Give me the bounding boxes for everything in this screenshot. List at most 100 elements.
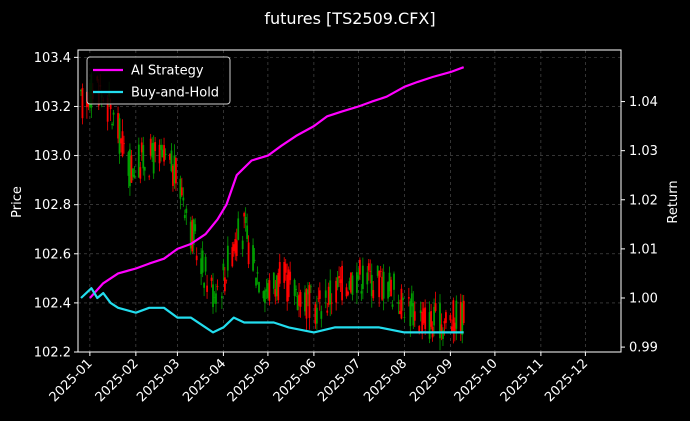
- y-tick-label-right: 1.04: [629, 95, 658, 110]
- candle-body: [445, 312, 447, 323]
- candle-body: [223, 277, 226, 292]
- candle-body: [172, 165, 174, 186]
- candle-body: [127, 152, 130, 176]
- candle-body: [413, 311, 416, 321]
- x-tick-label: 2025-03: [134, 356, 183, 405]
- candle-body: [449, 315, 452, 321]
- candle-body: [379, 271, 382, 272]
- candle-body: [327, 286, 330, 305]
- candle-body: [169, 153, 171, 160]
- grid: [78, 50, 621, 353]
- candle-body: [452, 300, 455, 333]
- candle-body: [317, 298, 320, 300]
- legend-label: AI Strategy: [131, 64, 204, 79]
- candle-body: [130, 155, 133, 183]
- candle-body: [296, 296, 299, 311]
- candle-body: [258, 282, 260, 293]
- candle-body: [295, 289, 297, 290]
- candle-body: [455, 300, 458, 329]
- candle-body: [129, 149, 131, 187]
- candle-body: [131, 168, 134, 177]
- candle-body: [80, 89, 82, 92]
- candle-body: [462, 300, 465, 324]
- candle-body: [277, 272, 280, 301]
- candle-body: [143, 166, 146, 171]
- candle-body: [133, 175, 136, 178]
- y-tick-label-right: 1.00: [629, 291, 658, 306]
- y-axis-label-right: Return: [666, 180, 681, 223]
- series-line-buy-and-hold: [80, 287, 464, 334]
- candle-body: [232, 244, 235, 251]
- candle-body: [268, 280, 271, 301]
- candle-body: [225, 279, 228, 281]
- candle-body: [111, 123, 114, 126]
- x-tick-label: 2025-06: [271, 356, 320, 405]
- x-tick-label: 2025-12: [542, 356, 591, 405]
- candle-body: [439, 303, 441, 339]
- candle-body: [310, 286, 312, 288]
- candle-body: [204, 256, 207, 272]
- candle-body: [164, 153, 167, 156]
- candle-body: [149, 138, 152, 156]
- candle-body: [308, 285, 311, 318]
- x-tick-label: 2025-09: [407, 356, 456, 405]
- candle-body: [275, 275, 278, 297]
- candle-body: [235, 240, 238, 256]
- x-tick-label: 2025-04: [180, 356, 229, 405]
- candle-body: [215, 293, 217, 304]
- candle-body: [320, 311, 323, 319]
- candle-body: [267, 283, 269, 299]
- y-tick-label-left: 102.6: [34, 247, 71, 262]
- candle-body: [195, 255, 198, 261]
- y-tick-label-left: 103.4: [34, 51, 71, 66]
- candle-body: [434, 303, 437, 312]
- legend: AI Strategy Buy-and-Hold: [86, 56, 231, 105]
- candle-body: [265, 289, 268, 292]
- y-tick-label-left: 103.0: [34, 149, 71, 164]
- candle-body: [314, 304, 317, 324]
- candle-body: [231, 247, 234, 267]
- candle-body: [399, 311, 401, 314]
- candle-body: [324, 290, 327, 298]
- candle-body: [284, 263, 287, 273]
- candle-body: [139, 167, 142, 179]
- candle-body: [210, 277, 213, 281]
- candle-body: [152, 142, 155, 174]
- candle-body: [120, 138, 122, 144]
- candle-body: [118, 118, 121, 154]
- candle-body: [189, 221, 192, 249]
- candle-body: [424, 307, 427, 329]
- candle-body: [403, 317, 406, 318]
- candle-body: [226, 245, 229, 271]
- legend-label: Buy-and-Hold: [131, 86, 219, 101]
- candle-body: [428, 312, 431, 339]
- candle-body: [402, 297, 404, 301]
- candlesticks: [80, 72, 465, 351]
- candle-body: [348, 281, 351, 290]
- candle-body: [330, 302, 333, 304]
- candle-body: [338, 275, 341, 279]
- candle-body: [255, 277, 257, 286]
- candle-body: [183, 214, 186, 219]
- candle-body: [370, 274, 373, 297]
- candle-body: [407, 297, 410, 299]
- candle-body: [264, 290, 266, 303]
- candle-body: [453, 322, 456, 334]
- candle-body: [341, 265, 343, 301]
- candle-body: [173, 155, 176, 184]
- y-tick-label-left: 102.4: [34, 296, 71, 311]
- candle-body: [367, 263, 370, 271]
- candle-body: [339, 279, 342, 283]
- candle-body: [274, 288, 277, 297]
- candle-body: [387, 282, 389, 299]
- candle-body: [418, 326, 421, 332]
- y-tick-label-left: 102.8: [34, 198, 71, 213]
- y-tick-label-left: 102.2: [34, 346, 71, 361]
- plot-frame: [77, 49, 622, 353]
- candle-body: [272, 272, 275, 289]
- x-tick-label: 2025-11: [498, 356, 547, 405]
- candle-body: [180, 187, 183, 196]
- candle-body: [366, 272, 369, 285]
- candle-body: [243, 213, 246, 217]
